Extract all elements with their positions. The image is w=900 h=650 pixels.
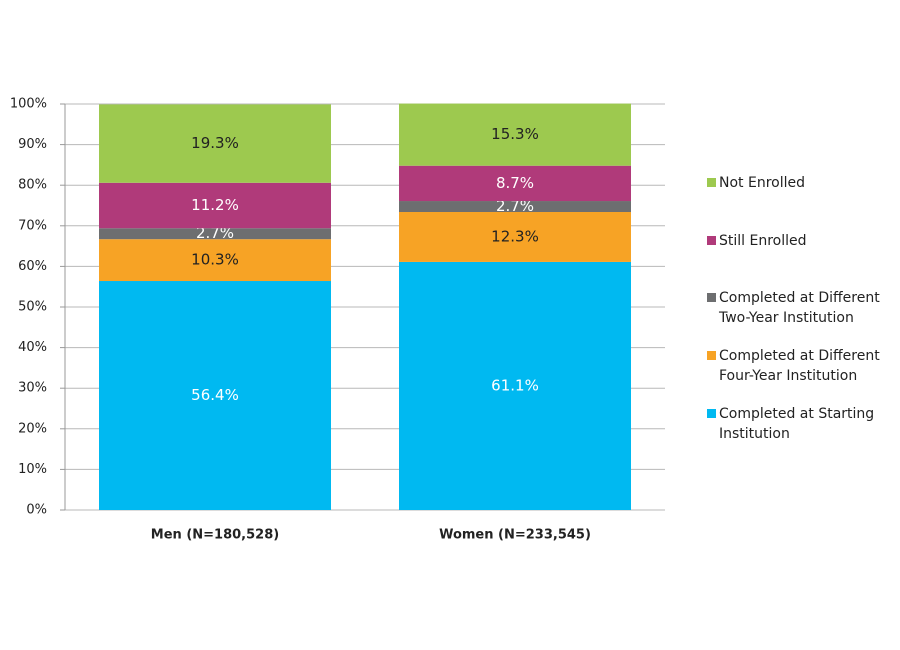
value-label: 61.1%	[491, 376, 539, 394]
value-label: 8.7%	[496, 174, 534, 192]
value-label: 12.3%	[491, 227, 539, 245]
y-tick-label: 40%	[18, 340, 47, 355]
value-label: 56.4%	[191, 386, 239, 404]
y-tick-label: 20%	[18, 421, 47, 436]
legend-label: Completed at Starting Institution	[719, 406, 874, 442]
value-label: 10.3%	[191, 251, 239, 269]
bar-segment	[399, 201, 631, 212]
y-tick-label: 30%	[18, 381, 47, 396]
value-label: 19.3%	[191, 134, 239, 152]
bar-segment	[399, 165, 631, 202]
y-tick-label: 70%	[18, 218, 47, 233]
y-tick-label: 50%	[18, 300, 47, 315]
bar-segment	[99, 281, 331, 510]
y-tick-label: 60%	[18, 259, 47, 274]
x-tick-label: Men (N=180,528)	[151, 528, 279, 543]
legend-label: Still Enrolled	[719, 233, 807, 249]
bar-segment	[99, 182, 331, 229]
y-tick-label: 10%	[18, 462, 47, 477]
value-label: 2.7%	[196, 224, 234, 242]
legend-swatch	[707, 293, 716, 302]
bar-segment	[99, 239, 331, 282]
legend-swatch	[707, 236, 716, 245]
value-label: 15.3%	[491, 125, 539, 143]
bar-segment	[399, 103, 631, 166]
y-tick-label: 80%	[18, 178, 47, 193]
bar-segment	[99, 228, 331, 240]
legend-label: Not Enrolled	[719, 175, 805, 191]
bar-segment	[99, 104, 331, 183]
legend-label: Completed at Different Two-Year Instituti…	[718, 290, 880, 326]
legend-label: Completed at Different Four-Year Institut…	[719, 348, 880, 384]
x-tick-label: Women (N=233,545)	[439, 528, 591, 543]
y-tick-label: 100%	[10, 97, 47, 112]
y-tick-label: 0%	[26, 503, 47, 518]
legend-swatch	[707, 351, 716, 360]
legend-swatch	[707, 178, 716, 187]
bar-segment	[399, 261, 631, 510]
y-tick-label: 90%	[18, 137, 47, 152]
legend-swatch	[707, 409, 716, 418]
bar-segment	[399, 211, 631, 262]
value-label: 2.7%	[496, 197, 534, 215]
value-label: 11.2%	[191, 196, 239, 214]
